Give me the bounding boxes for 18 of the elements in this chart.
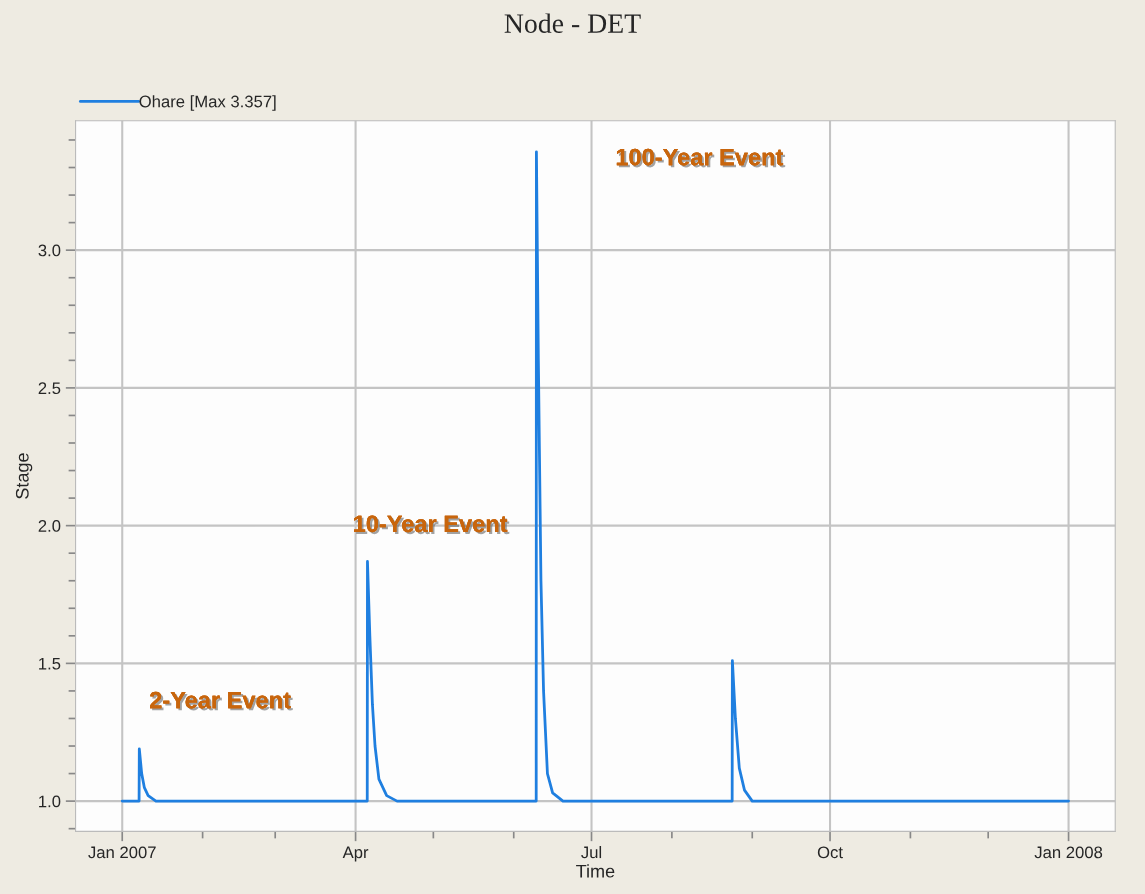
y-tick-label: 1.0	[39, 795, 61, 808]
annotation: 10-Year Event	[354, 515, 510, 535]
y-tick-label: 3.0	[38, 244, 61, 257]
x-tick-label: Oct	[817, 846, 843, 859]
annotation: 100-Year Event	[616, 148, 786, 168]
x-tick-label: Apr	[342, 846, 369, 862]
annotation: 2-Year Event	[150, 691, 293, 711]
x-tick-label: Jan 2008	[1034, 846, 1103, 859]
legend-label: Ohare [Max 3.357]	[139, 95, 276, 111]
y-axis-title: Stage	[15, 453, 33, 499]
y-tick-label: 2.5	[38, 382, 61, 395]
chart-title: Node - DET	[504, 13, 641, 33]
x-tick-label: Jul	[581, 846, 602, 859]
line-series	[120, 150, 1070, 803]
y-tick-label: 2.0	[38, 520, 61, 532]
y-tick-label: 1.5	[39, 657, 61, 670]
x-tick-label: Jan 2007	[88, 846, 156, 859]
x-axis-title: Time	[576, 864, 615, 878]
